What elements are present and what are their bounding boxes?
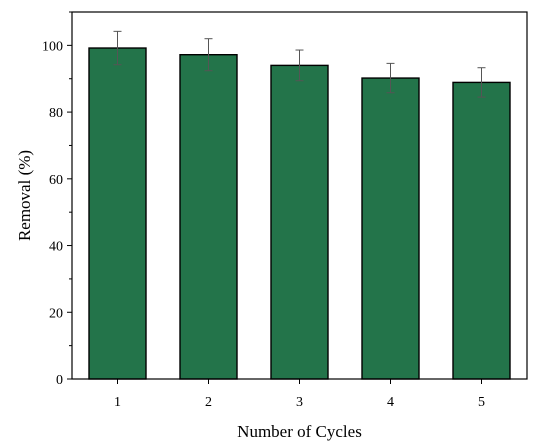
y-tick-label: 40 <box>49 240 63 255</box>
errorbar-cycle-2 <box>204 38 213 72</box>
y-tick-label: 80 <box>49 106 63 121</box>
x-tick-label: 2 <box>205 395 212 410</box>
errorbar-cycle-3 <box>295 49 304 82</box>
bar-cycle-1 <box>88 47 147 380</box>
y-tick-label: 20 <box>49 306 63 321</box>
errorbar-cycle-5 <box>477 67 486 98</box>
bar-cycle-3 <box>270 64 329 380</box>
x-tick-label: 3 <box>296 395 303 410</box>
labels-layer: 1 2 3 4 5 0 20 40 60 80 100 <box>42 39 485 410</box>
y-tick-label: 0 <box>56 373 63 388</box>
y-tick-label: 100 <box>42 39 63 54</box>
ticks-layer <box>67 11 482 384</box>
errorbars-layer <box>113 30 486 98</box>
bar-cycle-4 <box>361 77 420 380</box>
errorbar-cycle-4 <box>386 62 395 94</box>
errorbar-cycle-1 <box>113 30 122 66</box>
bars-layer <box>88 47 511 380</box>
bar-cycle-2 <box>179 54 238 380</box>
x-axis-title: Number of Cycles <box>237 422 362 441</box>
bar-cycle-5 <box>452 81 511 380</box>
x-tick-label: 4 <box>387 395 394 410</box>
y-axis-title: Removal (%) <box>15 150 34 241</box>
x-tick-label: 5 <box>478 395 485 410</box>
x-tick-label: 1 <box>114 395 121 410</box>
y-tick-label: 60 <box>49 173 63 188</box>
